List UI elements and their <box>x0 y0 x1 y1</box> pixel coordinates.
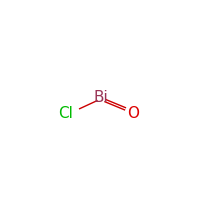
Text: Cl: Cl <box>59 106 73 120</box>
Text: Bi: Bi <box>94 90 108 106</box>
Text: O: O <box>127 106 139 120</box>
